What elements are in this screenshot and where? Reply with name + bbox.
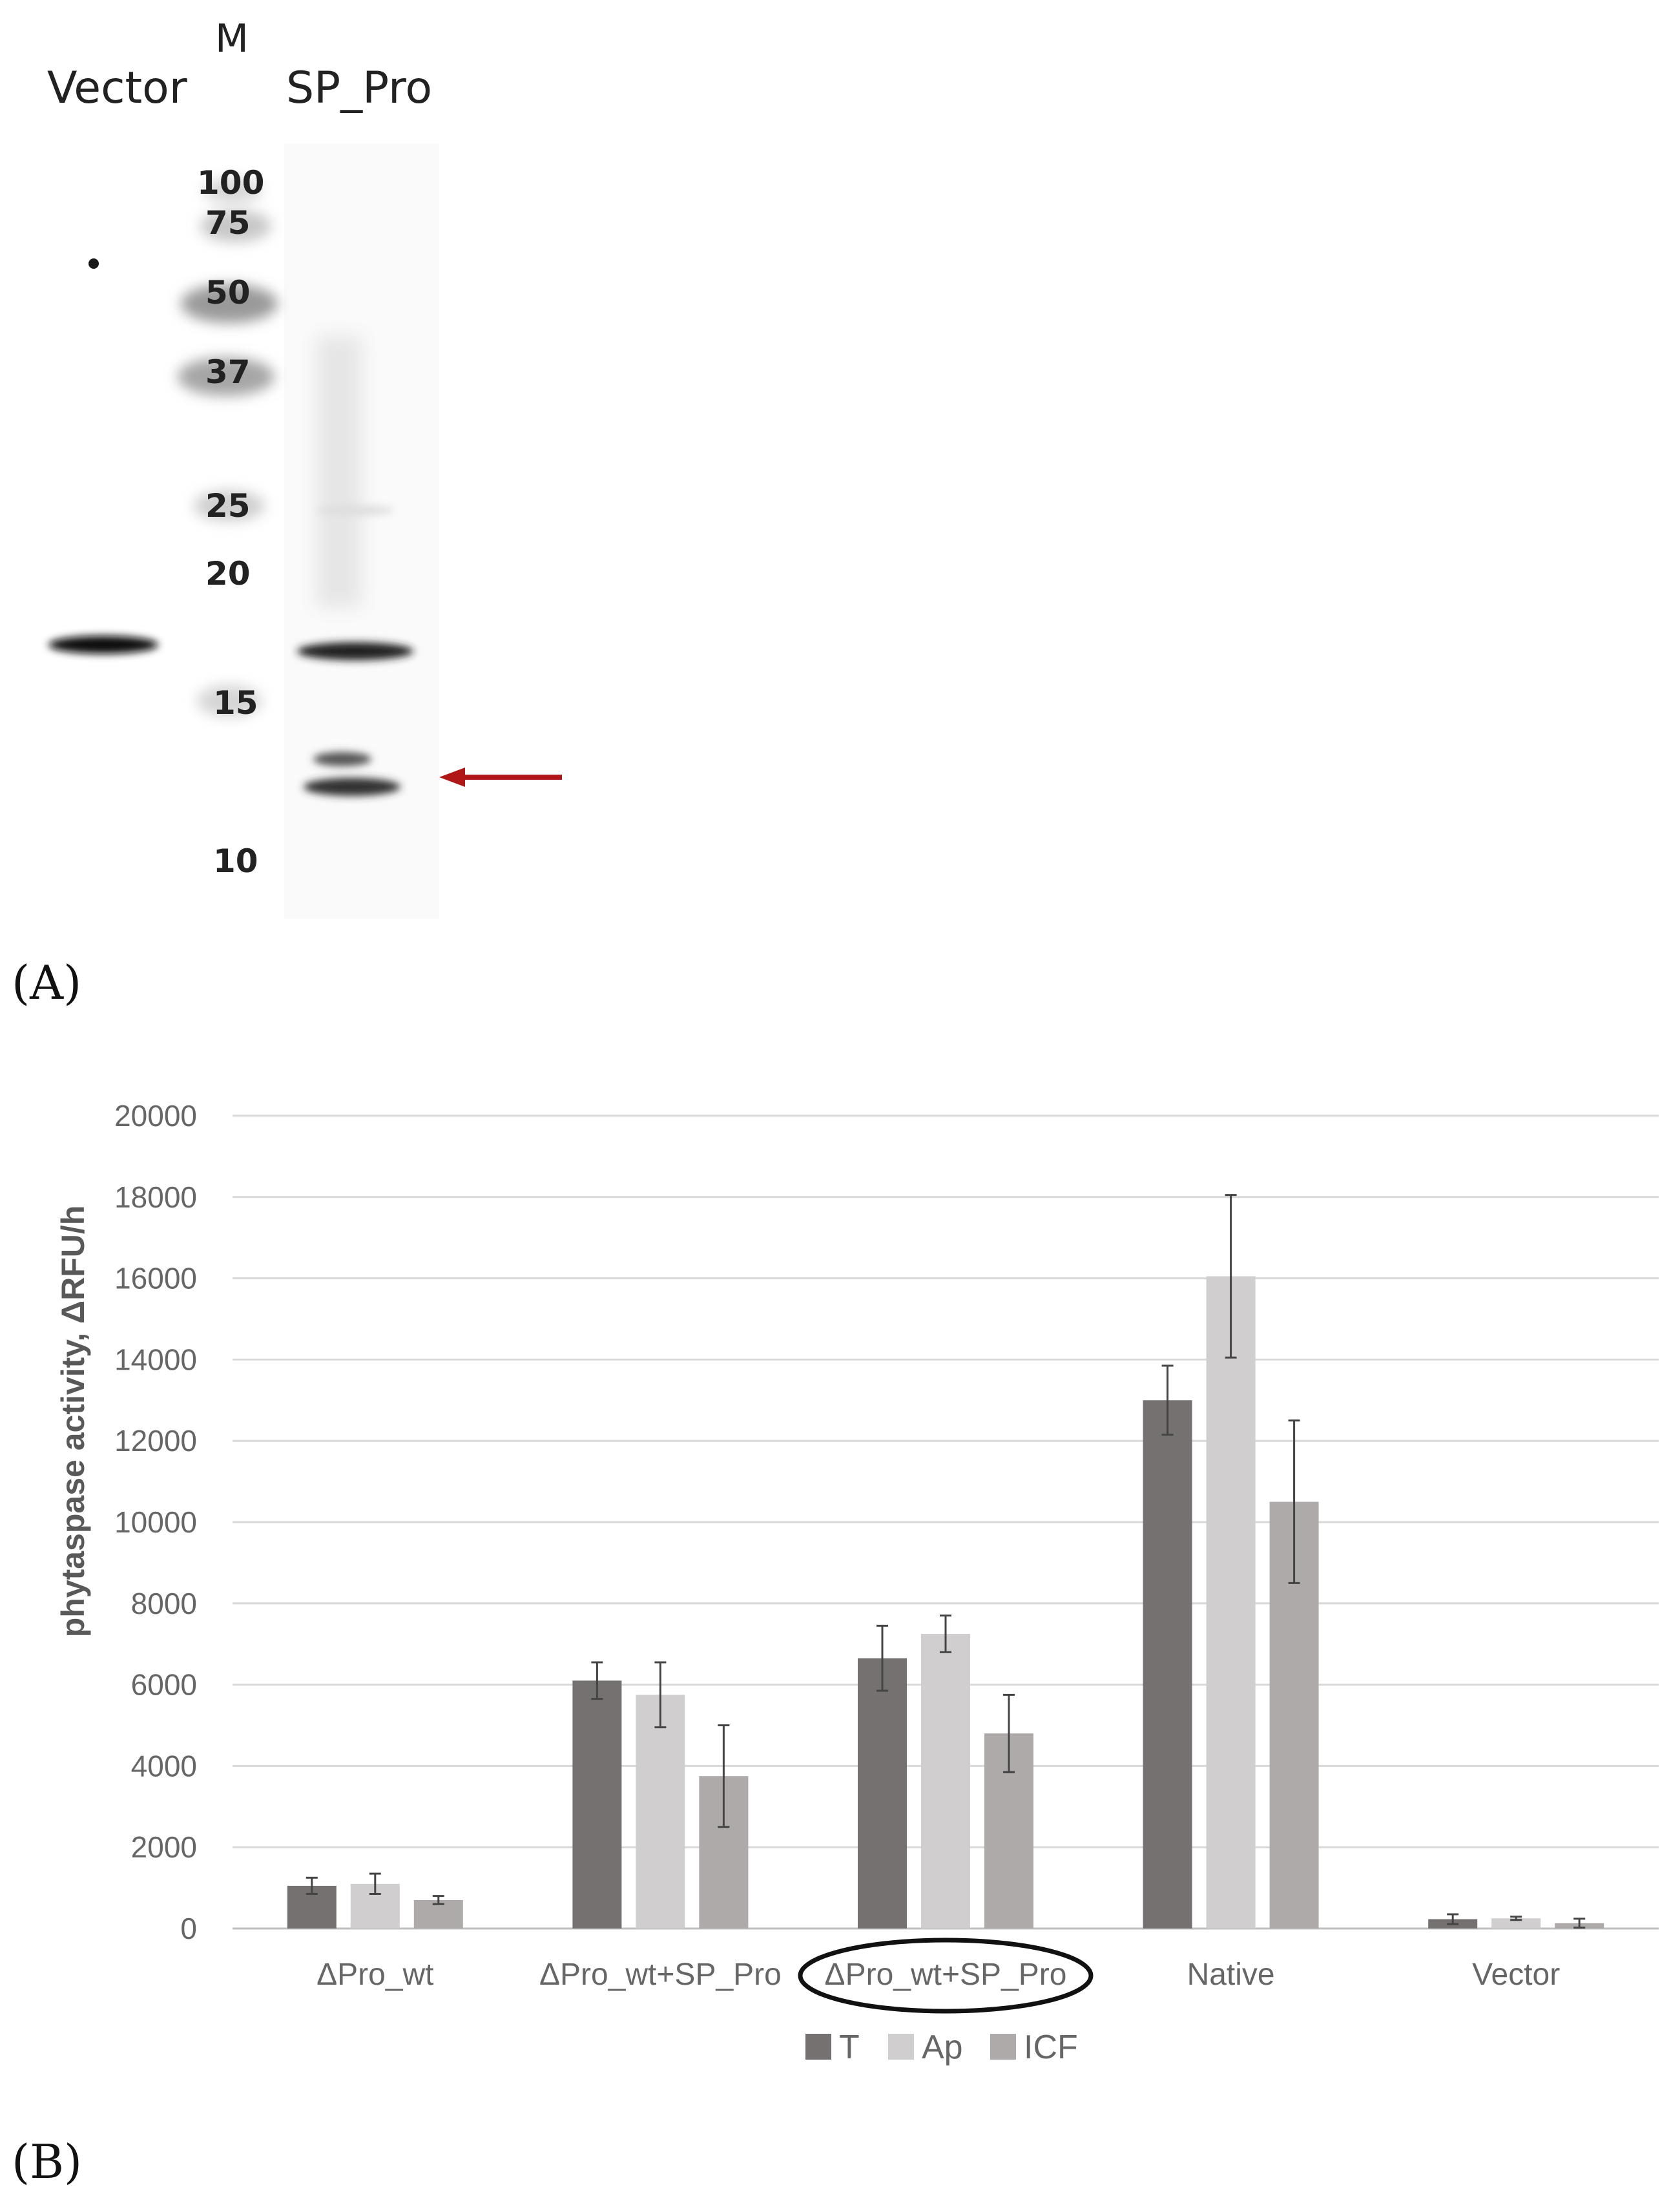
bar-T-1 bbox=[572, 1680, 622, 1928]
legend-swatch-T bbox=[805, 2034, 831, 2060]
y-tick-label: 10000 bbox=[114, 1505, 197, 1539]
bar-Ap-2 bbox=[921, 1633, 970, 1928]
marker-blob-25 bbox=[194, 490, 265, 521]
bar-T-2 bbox=[858, 1658, 907, 1928]
y-tick-label: 20000 bbox=[114, 1099, 197, 1133]
error-bars bbox=[306, 1194, 1586, 1929]
legend-swatch-ICF bbox=[990, 2034, 1016, 2060]
y-axis-ticks: 0 2000 4000 6000 8000 10000 12000 14000 16000 180… bbox=[114, 1099, 197, 1945]
lane-label-marker: M bbox=[215, 16, 249, 61]
sp-pro-band-faint bbox=[316, 505, 394, 516]
x-category-label: ΔPro_wt+SP_Pro bbox=[539, 1958, 782, 1992]
western-blot: 100 75 50 37 25 20 15 10 bbox=[44, 143, 562, 919]
bar-Ap-1 bbox=[636, 1695, 685, 1928]
legend-label-ICF: ICF bbox=[1024, 2029, 1078, 2066]
sp-pro-band-target bbox=[304, 778, 400, 796]
y-tick-label: 18000 bbox=[114, 1180, 197, 1214]
marker-label-37: 37 bbox=[205, 353, 251, 391]
y-tick-label: 4000 bbox=[131, 1749, 197, 1782]
marker-blob-100 bbox=[203, 178, 262, 204]
y-tick-label: 0 bbox=[180, 1912, 197, 1945]
bar-Ap-4 bbox=[1491, 1918, 1541, 1928]
marker-blob-50 bbox=[181, 284, 278, 323]
y-tick-label: 6000 bbox=[131, 1668, 197, 1702]
x-category-label: ΔPro_wt+SP_Pro bbox=[825, 1958, 1067, 1992]
marker-label-50: 50 bbox=[205, 274, 251, 311]
marker-label-25: 25 bbox=[205, 487, 251, 525]
arrow-head bbox=[439, 768, 465, 787]
highlight-ellipse bbox=[798, 1938, 1094, 2014]
bar-Ap-3 bbox=[1206, 1276, 1256, 1928]
marker-label-20: 20 bbox=[205, 555, 251, 592]
marker-ladder bbox=[178, 178, 278, 717]
y-tick-label: 16000 bbox=[114, 1262, 197, 1295]
marker-label-100: 100 bbox=[197, 164, 264, 202]
gridlines bbox=[233, 1114, 1659, 1930]
marker-blob-75 bbox=[200, 210, 271, 242]
legend: T Ap ICF bbox=[805, 2029, 1078, 2066]
marker-blob-15 bbox=[197, 685, 262, 717]
y-tick-label: 2000 bbox=[131, 1830, 197, 1864]
bars bbox=[287, 1276, 1604, 1928]
lane-label-sp-pro: SP_Pro bbox=[286, 63, 433, 114]
panel-label-a: (A) bbox=[12, 956, 82, 1010]
marker-label-10: 10 bbox=[213, 842, 258, 880]
y-tick-label: 12000 bbox=[114, 1424, 197, 1458]
x-axis-categories: ΔPro_wt ΔPro_wt+SP_Pro ΔPro_wt+SP_Pro Nativ… bbox=[316, 1958, 1560, 1992]
panel-label-b: (B) bbox=[12, 2135, 83, 2189]
vector-band bbox=[48, 636, 158, 654]
bar-T-3 bbox=[1143, 1400, 1192, 1928]
blot-speck bbox=[88, 258, 99, 269]
sp-pro-band-upper bbox=[313, 752, 371, 766]
sp-pro-band-17kda bbox=[297, 642, 413, 660]
lane-label-vector: Vector bbox=[47, 63, 187, 114]
marker-blob-37 bbox=[178, 357, 275, 396]
x-category-label: ΔPro_wt bbox=[316, 1958, 433, 1992]
marker-label-15: 15 bbox=[213, 684, 258, 722]
x-category-label: Vector bbox=[1472, 1958, 1560, 1992]
x-category-label: Native bbox=[1187, 1958, 1275, 1992]
lane-smear bbox=[316, 336, 362, 607]
y-tick-label: 8000 bbox=[131, 1587, 197, 1620]
y-tick-label: 14000 bbox=[114, 1343, 197, 1376]
legend-swatch-Ap bbox=[888, 2034, 914, 2060]
marker-label-75: 75 bbox=[205, 204, 251, 242]
target-band-arrow bbox=[439, 768, 562, 787]
legend-label-T: T bbox=[839, 2029, 860, 2066]
y-axis-label: phytaspase activity, ΔRFU/h bbox=[55, 1206, 91, 1638]
legend-label-Ap: Ap bbox=[922, 2029, 963, 2066]
